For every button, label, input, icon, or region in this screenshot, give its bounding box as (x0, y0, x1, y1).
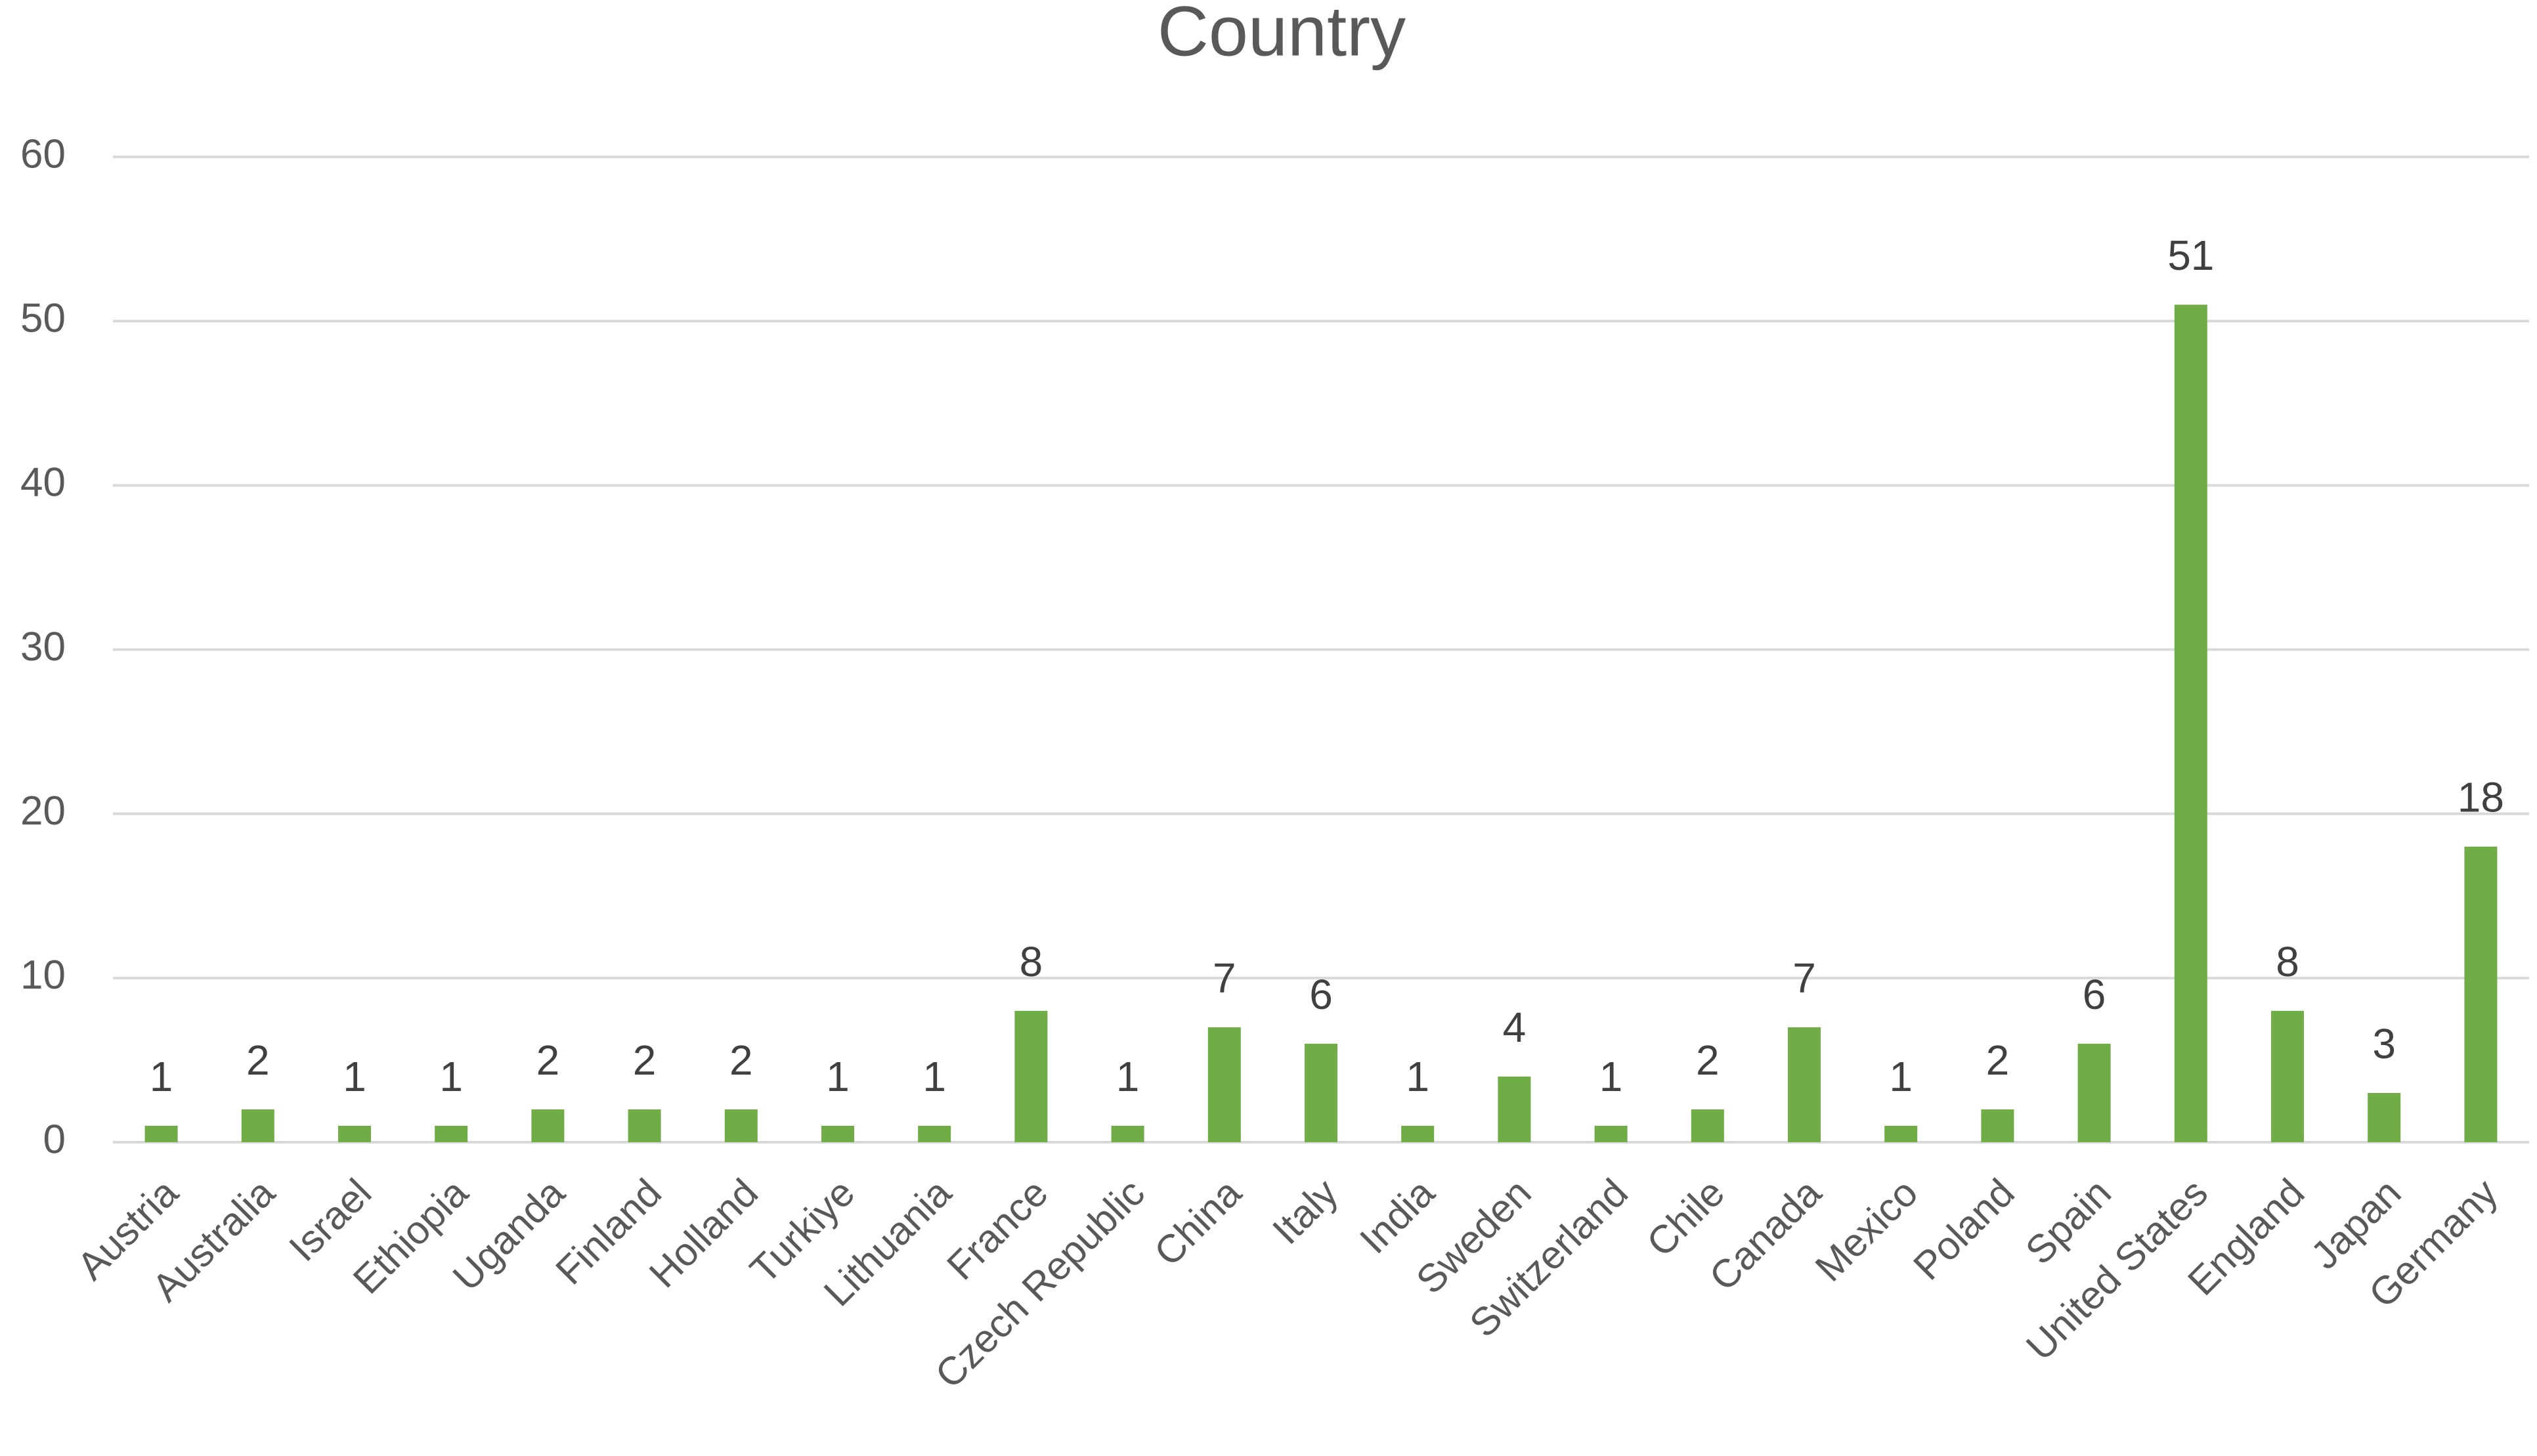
y-tick-label: 10 (20, 953, 66, 998)
bar (1111, 1125, 1144, 1142)
bar (1401, 1125, 1435, 1142)
bar (1981, 1109, 2014, 1142)
bar (144, 1125, 178, 1142)
bar (1788, 1027, 1821, 1142)
bar (435, 1125, 468, 1142)
bar (1884, 1125, 1918, 1142)
data-label: 2 (1696, 1037, 1720, 1084)
chart-title: Country (1158, 0, 1406, 71)
bar (1594, 1125, 1628, 1142)
bar (531, 1109, 565, 1142)
y-tick-label: 30 (20, 624, 66, 670)
bar (1691, 1109, 1724, 1142)
bar (2368, 1092, 2401, 1142)
bar (1498, 1076, 1531, 1142)
bar (628, 1109, 661, 1142)
bar (2464, 846, 2498, 1142)
data-label: 2 (246, 1037, 270, 1084)
y-tick-label: 0 (43, 1117, 66, 1162)
bar (2077, 1043, 2111, 1142)
bar (724, 1109, 758, 1142)
data-label: 1 (150, 1053, 173, 1100)
data-label: 6 (1309, 971, 1333, 1018)
data-label: 51 (2167, 232, 2214, 279)
data-label: 6 (2083, 971, 2106, 1018)
data-label: 2 (1986, 1037, 2010, 1084)
bar (338, 1125, 371, 1142)
data-label: 3 (2372, 1020, 2396, 1067)
data-label: 2 (536, 1037, 560, 1084)
bar (1207, 1027, 1241, 1142)
y-tick-label: 50 (20, 296, 66, 341)
bar (2174, 305, 2207, 1142)
data-label: 8 (2276, 938, 2299, 985)
y-tick-label: 20 (20, 788, 66, 834)
data-label: 2 (729, 1037, 753, 1084)
bar (241, 1109, 274, 1142)
data-label: 1 (1889, 1053, 1913, 1100)
data-label: 4 (1503, 1004, 1527, 1051)
data-label: 8 (1020, 938, 1043, 985)
data-label: 1 (826, 1053, 850, 1100)
data-label: 1 (922, 1053, 946, 1100)
data-label: 7 (1792, 954, 1816, 1002)
data-label: 18 (2458, 774, 2504, 821)
data-label: 1 (343, 1053, 366, 1100)
bar (1014, 1010, 1048, 1142)
bar (2271, 1010, 2304, 1142)
data-label: 1 (1116, 1053, 1140, 1100)
data-label: 1 (1406, 1053, 1429, 1100)
data-label: 2 (633, 1037, 657, 1084)
data-label: 1 (1599, 1053, 1623, 1100)
bar (918, 1125, 951, 1142)
y-tick-label: 40 (20, 460, 66, 505)
data-label: 1 (439, 1053, 463, 1100)
bar (1305, 1043, 1337, 1142)
data-label: 7 (1213, 954, 1236, 1002)
y-tick-label: 60 (20, 131, 66, 177)
bar (821, 1125, 854, 1142)
